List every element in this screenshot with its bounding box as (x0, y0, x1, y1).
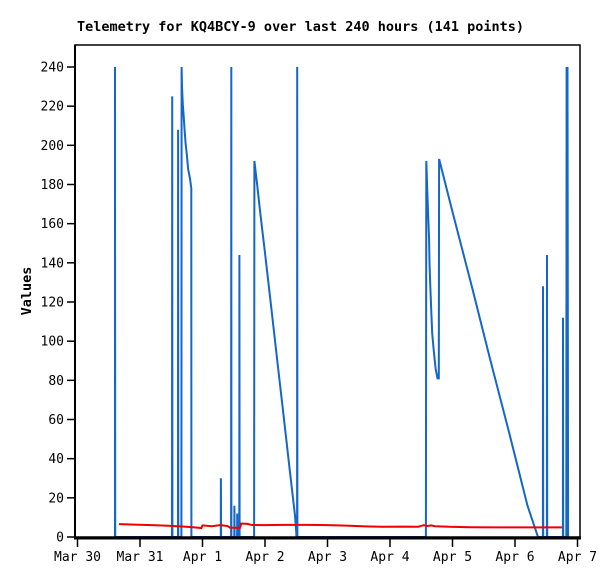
telemetry-channel-red-line (118, 522, 562, 530)
y-tick-label: 40 (48, 452, 64, 467)
x-tick-label: Apr 5 (433, 550, 472, 565)
x-tick-label: Apr 6 (495, 550, 534, 565)
x-tick-label: Apr 2 (245, 550, 284, 565)
x-tick-label: Mar 31 (117, 550, 164, 565)
telemetry-channel-blue-line (114, 66, 570, 538)
y-tick-label: 100 (41, 335, 64, 350)
chart-title: Telemetry for KQ4BCY-9 over last 240 hou… (77, 19, 524, 35)
y-tick-label: 20 (48, 491, 64, 506)
x-tick-label: Mar 30 (54, 550, 101, 565)
x-tick-label: Apr 4 (370, 550, 409, 565)
y-tick-label: 240 (41, 61, 64, 76)
y-tick-label: 60 (48, 413, 64, 428)
y-tick-label: 120 (41, 296, 64, 311)
y-tick-label: 220 (41, 100, 64, 115)
y-tick-label: 180 (41, 178, 64, 193)
x-tick-label: Apr 1 (183, 550, 222, 565)
x-tick-label: Apr 7 (558, 550, 597, 565)
y-tick-label: 0 (56, 531, 64, 546)
y-tick-label: 140 (41, 256, 64, 271)
plot-frame (74, 44, 581, 538)
y-axis-label: Values (19, 267, 35, 316)
y-tick-label: 80 (48, 374, 64, 389)
y-tick-label: 160 (41, 217, 64, 232)
y-tick-label: 200 (41, 139, 64, 154)
x-tick-label: Apr 3 (308, 550, 347, 565)
plot-area: 0 20 40 60 80 100 120 140 160 180 200 220 240 Mar 30 M… (41, 44, 597, 565)
